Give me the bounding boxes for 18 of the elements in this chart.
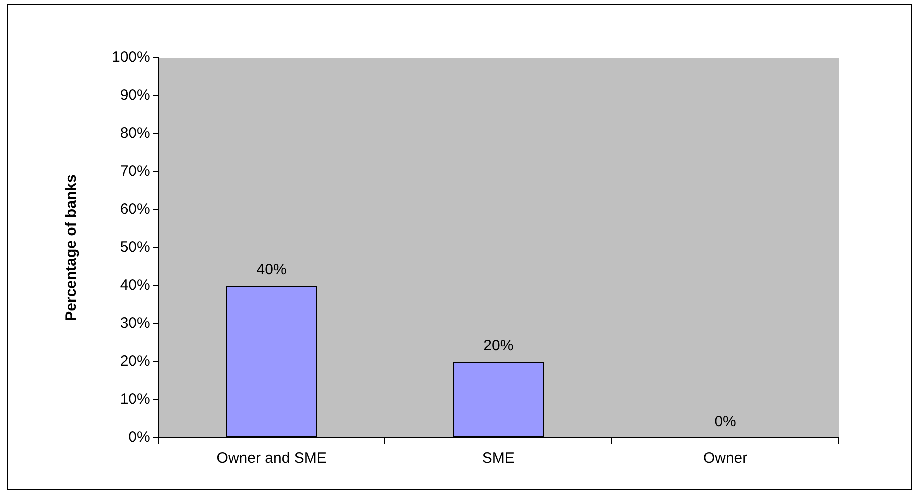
x-tick-label: Owner <box>703 450 748 468</box>
y-tick-label: 50% <box>120 239 150 256</box>
data-label: 0% <box>714 414 736 431</box>
y-axis-title: Percentage of banks <box>63 174 80 322</box>
y-tick-label: 90% <box>120 87 150 104</box>
y-tick-label: 100% <box>112 49 150 66</box>
y-tick-label: 80% <box>120 125 150 142</box>
y-tick-label: 0% <box>128 429 150 446</box>
y-tick-label: 60% <box>120 201 150 218</box>
y-tick-label: 70% <box>120 163 150 180</box>
data-label: 40% <box>256 262 287 279</box>
y-tick-label: 40% <box>120 277 150 294</box>
y-tick-label: 20% <box>120 353 150 370</box>
x-tick-label: Owner and SME <box>216 450 327 468</box>
y-tick-label: 10% <box>120 391 150 408</box>
data-label: 20% <box>484 338 514 355</box>
y-tick-label: 30% <box>120 315 150 332</box>
x-tick-label: SME <box>482 450 515 468</box>
